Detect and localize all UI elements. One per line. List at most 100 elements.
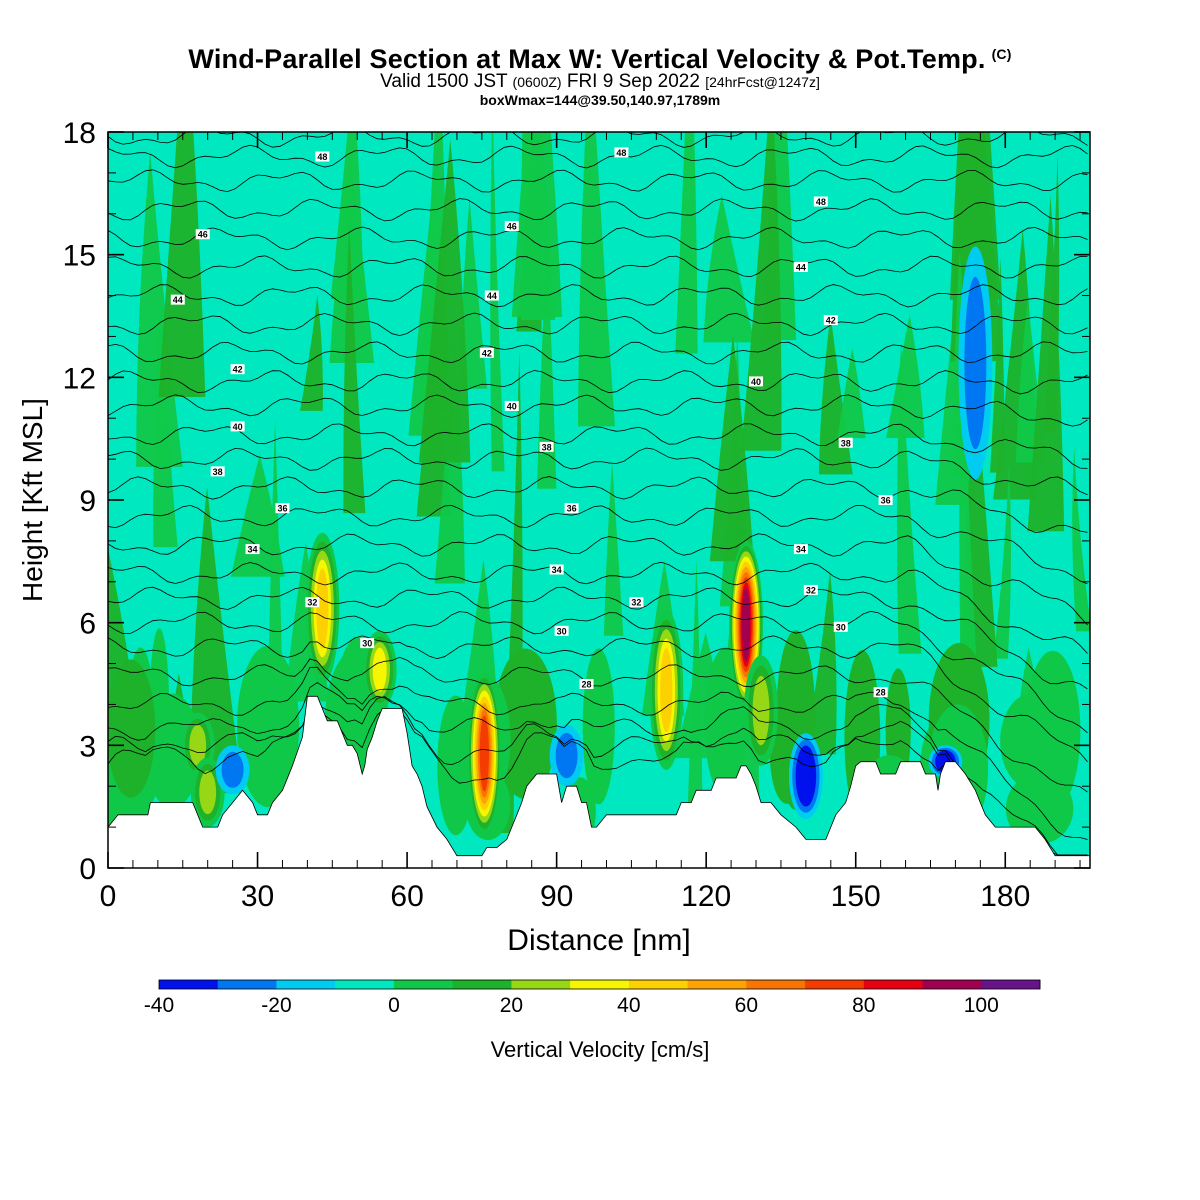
theta-contour-line: [108, 561, 1088, 654]
x-tick-label: 120: [681, 880, 731, 913]
contour-label-bg: [539, 441, 554, 452]
contour-label-bg: [838, 437, 853, 448]
updraft-plume: [741, 587, 751, 662]
colorbar-tick-label: 100: [964, 994, 999, 1017]
chart-subtitle-valid-time: Valid 1500 JST (0600Z) FRI 9 Sep 2022 [2…: [380, 71, 820, 92]
contour-label: 32: [307, 598, 317, 608]
copyright-mark: (C): [991, 46, 1012, 62]
colorbar-segment: [335, 980, 395, 989]
theta-contour-line: [108, 656, 1088, 793]
low-level-updraft-patch: [236, 645, 300, 808]
theta-contour-line: [108, 226, 1088, 251]
contour-label-bg: [210, 466, 225, 477]
y-tick-label: 15: [63, 240, 96, 273]
contour-label: 48: [616, 148, 626, 158]
colorbar: [158, 979, 1041, 990]
theta-contour-line: [108, 682, 1088, 856]
contour-label-bg: [504, 221, 519, 232]
theta-contour-line: [108, 370, 1088, 395]
contour-label: 42: [826, 316, 836, 326]
theta-contour-line: [108, 341, 1088, 365]
updraft-plume: [199, 770, 217, 815]
x-tick-label: 180: [980, 880, 1030, 913]
updraft-plume: [189, 724, 207, 766]
contour-label: 32: [631, 598, 641, 608]
y-tick-label: 12: [63, 362, 96, 395]
contour-label: 40: [233, 422, 243, 432]
contour-label: 36: [277, 504, 287, 514]
y-axis-label: Height [Kft MSL]: [17, 398, 48, 602]
theta-contour-line: [108, 666, 1088, 840]
x-tick-label: 90: [540, 880, 573, 913]
weak-updraft-streak: [740, 132, 782, 451]
chart-title: Wind-Parallel Section at Max W: Vertical…: [188, 44, 1012, 74]
contour-label: 48: [816, 197, 826, 207]
contour-label-bg: [305, 597, 320, 608]
contour-label-bg: [230, 421, 245, 432]
contour-label: 46: [507, 222, 517, 232]
low-level-updraft-patch: [108, 659, 156, 798]
contour-label-bg: [195, 229, 210, 240]
y-tick-label: 9: [79, 485, 96, 518]
contour-label: 46: [198, 230, 208, 240]
contour-label: 44: [796, 262, 806, 272]
weak-updraft-streak: [578, 132, 615, 427]
y-tick-label: 6: [79, 608, 96, 641]
weak-updraft-streak: [603, 461, 624, 636]
contour-label: 44: [487, 291, 497, 301]
y-tick-label: 3: [79, 730, 96, 763]
weak-updraft-streak: [837, 347, 866, 439]
weak-updraft-streak: [230, 455, 285, 577]
colorbar-segment: [452, 980, 512, 989]
low-level-updraft-patch: [493, 648, 557, 800]
theta-contour-line: [108, 706, 1088, 856]
theta-contour-line: [108, 476, 1088, 533]
chart-subtitle-box-info: boxWmax=144@39.50,140.97,1789m: [479, 92, 721, 108]
theta-contour-line: [108, 610, 1088, 734]
weak-updraft-streak: [703, 195, 755, 343]
contour-label: 32: [806, 585, 816, 595]
x-axis-tick-labels: 0 30 60 90 120 150 180: [100, 880, 1031, 913]
contour-label-bg: [484, 290, 499, 301]
colorbar-segment: [746, 980, 806, 989]
contour-label-bg: [873, 687, 888, 698]
contour-label: 30: [362, 639, 372, 649]
theta-contour-line: [108, 586, 1088, 690]
contour-label-bg: [878, 495, 893, 505]
x-tick-label: 30: [241, 880, 274, 913]
contour-label-bg: [549, 564, 564, 575]
theta-contour-line: [108, 533, 1088, 626]
weak-updraft-streak: [418, 139, 471, 463]
colorbar-segment: [276, 980, 336, 989]
x-tick-label: 0: [100, 880, 117, 913]
colorbar-segment: [863, 980, 924, 989]
colorbar-segment: [922, 980, 982, 989]
contour-label-bg: [170, 294, 185, 305]
weak-updraft-streak: [886, 314, 925, 439]
theta-contour-line: [108, 144, 1088, 169]
contour-label: 30: [557, 626, 567, 636]
contour-label-bg: [793, 261, 808, 272]
theta-contours: [108, 132, 1088, 856]
weak-updraft-streak: [158, 132, 206, 397]
x-tick-label: 60: [390, 880, 423, 913]
colorbar-segment: [217, 980, 277, 989]
weak-updraft-streak: [343, 225, 366, 514]
colorbar-tick-label: 60: [735, 994, 758, 1017]
contour-label-bg: [275, 503, 290, 514]
colorbar-tick-label: -40: [144, 994, 174, 1017]
colorbar-tick-label: 0: [388, 994, 400, 1017]
updraft-plume: [752, 675, 770, 746]
contour-label: 48: [317, 152, 327, 162]
colorbar-segment: [570, 980, 630, 989]
downdraft-streak: [221, 751, 244, 789]
contour-label: 40: [507, 401, 517, 411]
updraft-plume: [660, 648, 673, 733]
contour-label: 44: [173, 295, 183, 305]
colorbar-segment: [805, 980, 865, 989]
theta-contour-line: [108, 394, 1088, 427]
contour-label: 28: [582, 680, 592, 690]
contour-label-bg: [564, 503, 579, 514]
theta-contour-labels: 48 48 46 46 48 44 44 44 42 42 42 40 40 40 38 38 38 36 36 36…: [170, 147, 893, 698]
colorbar-tick-labels: -40 -20 0 20 40 60 80 100: [144, 994, 999, 1017]
